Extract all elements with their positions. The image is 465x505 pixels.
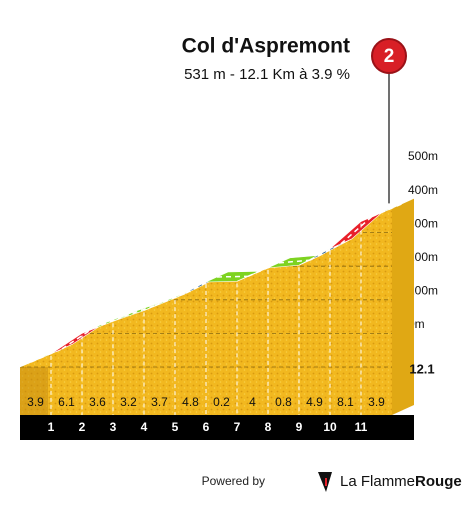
segment-center <box>61 327 94 350</box>
segment-center <box>371 202 404 218</box>
segment-center <box>123 304 156 318</box>
km-label: 9 <box>296 420 303 434</box>
gradient-label: 4.9 <box>306 395 323 409</box>
gradient-label: 6.1 <box>58 395 75 409</box>
badge-label: 2 <box>384 46 395 67</box>
km-label: 7 <box>234 420 241 434</box>
gradient-label: 0.8 <box>275 395 292 409</box>
gradient-label: 3.6 <box>89 395 106 409</box>
brand: La FlammeRouge <box>340 473 462 490</box>
gradient-label: 3.9 <box>368 395 385 409</box>
gradient-label: 4.8 <box>182 395 199 409</box>
length-label: 12.1 <box>409 361 434 376</box>
powered-by: Powered by <box>202 474 265 488</box>
km-label: 8 <box>265 420 272 434</box>
profile-start <box>20 367 48 415</box>
y-tick-label: 300m <box>408 216 438 230</box>
km-label: 6 <box>203 420 210 434</box>
km-label: 1 <box>48 420 55 434</box>
segment-center <box>309 243 342 261</box>
km-label: 5 <box>172 420 179 434</box>
y-tick-label: 200m <box>408 250 438 264</box>
gradient-label: 4 <box>249 395 256 409</box>
km-label: 11 <box>355 420 368 434</box>
profile-side <box>392 198 414 415</box>
gradient-label: 3.9 <box>27 395 44 409</box>
subtitle: 531 m - 12.1 Km à 3.9 % <box>184 66 350 83</box>
km-label: 4 <box>141 420 148 434</box>
gradient-label: 3.7 <box>151 395 168 409</box>
profile-face <box>20 208 392 415</box>
segment-center <box>92 315 125 330</box>
segment-center <box>340 215 373 245</box>
gradient-label: 3.2 <box>120 395 137 409</box>
y-tick-label: 500m <box>408 149 438 163</box>
km-band <box>20 415 414 440</box>
gradient-label: 8.1 <box>337 395 354 409</box>
km-label: 3 <box>110 420 117 434</box>
gradient-label: 0.2 <box>213 395 230 409</box>
y-tick-label: 100m <box>408 284 438 298</box>
y-tick-label: 400m <box>408 183 438 197</box>
title: Col d'Aspremont <box>182 35 350 58</box>
km-label: 2 <box>79 420 86 434</box>
km-label: 10 <box>323 420 337 434</box>
badge <box>371 38 407 74</box>
